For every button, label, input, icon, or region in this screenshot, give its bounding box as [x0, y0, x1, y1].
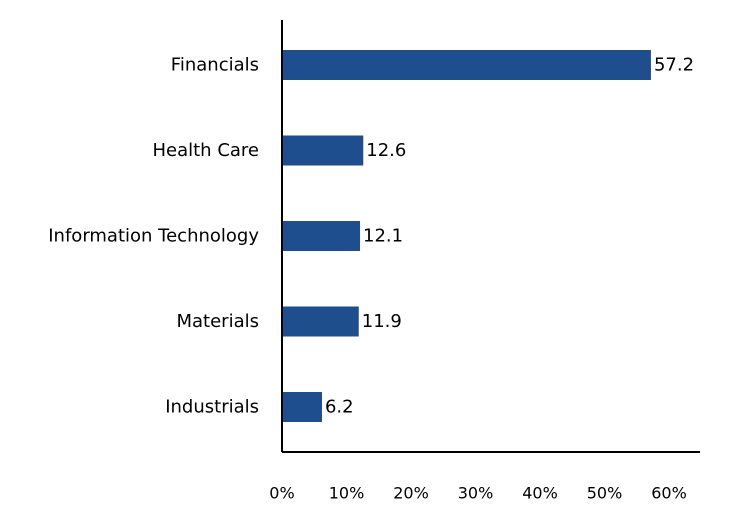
value-label: 6.2 — [325, 397, 354, 418]
bar-health-care — [282, 135, 364, 166]
x-tick-label: 40% — [522, 484, 558, 503]
bar-information-technology — [282, 221, 361, 251]
x-tick-label: 50% — [587, 484, 623, 503]
x-tick-label: 10% — [329, 484, 365, 503]
x-tick-label: 30% — [458, 484, 494, 503]
x-tick-label: 20% — [393, 484, 429, 503]
x-tick-label: 60% — [651, 484, 687, 503]
value-labels: 57.2 12.6 12.1 11.9 6.2 — [325, 55, 694, 418]
value-label: 12.6 — [366, 140, 406, 161]
category-label: Health Care — [152, 140, 259, 161]
category-label: Materials — [176, 311, 259, 332]
bar-industrials — [282, 392, 322, 422]
bar-materials — [282, 306, 359, 337]
bar-financials — [282, 50, 651, 80]
x-tick-labels: 0% 10% 20% 30% 40% 50% 60% — [269, 484, 686, 503]
value-label: 12.1 — [363, 226, 403, 247]
value-label: 11.9 — [362, 311, 402, 332]
category-label: Industrials — [165, 397, 259, 418]
category-label: Information Technology — [48, 226, 259, 247]
bars-layer — [282, 50, 651, 422]
category-label: Financials — [171, 55, 259, 76]
category-labels: Financials Health Care Information Technol… — [48, 55, 259, 418]
value-label: 57.2 — [654, 55, 694, 76]
x-tick-label: 0% — [269, 484, 294, 503]
